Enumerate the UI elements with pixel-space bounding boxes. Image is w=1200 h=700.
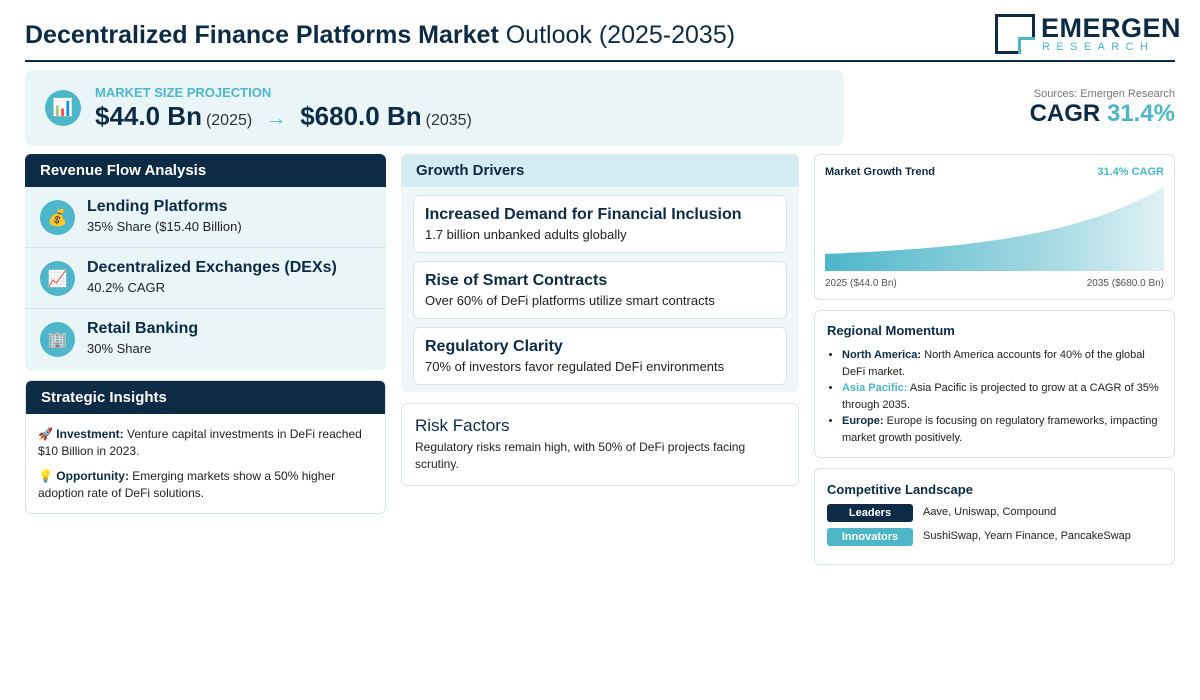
page-title-light: Outlook (2025-2035) <box>505 21 736 49</box>
revenue-item-detail: 40.2% CAGR <box>87 280 166 295</box>
revenue-item-name: Lending Platforms <box>87 198 228 215</box>
competitive-landscape-title: Competitive Landscape <box>827 482 973 497</box>
region-name: Europe: <box>842 415 884 427</box>
market-size-projection: 📊 MARKET SIZE PROJECTION $44.0 Bn (2025) →… <box>25 70 844 146</box>
cagr-headline: CAGR 31.4% <box>1030 100 1175 128</box>
market-growth-trend-panel: Market Growth Trend 31.4% CAGR 2025 ($44… <box>814 154 1175 300</box>
growth-area-chart <box>825 187 1164 271</box>
strategic-insights-title: Strategic Insights <box>26 381 385 414</box>
page-title: Decentralized Finance Platforms Market O… <box>25 21 735 50</box>
driver-card: Regulatory Clarity 70% of investors favo… <box>413 327 787 385</box>
region-name: Asia Pacific: <box>842 382 908 394</box>
projection-start-year: (2025) <box>205 112 253 129</box>
risk-factors-panel: Risk Factors Regulatory risks remain hig… <box>401 403 799 486</box>
office-building-icon: 🏢 <box>40 322 75 357</box>
insight-text: Emerging markets show a 50% higher adopt… <box>38 469 336 500</box>
revenue-item: 💰 Lending Platforms 35% Share ($15.40 Bi… <box>25 187 386 248</box>
leaders-tag: Leaders <box>827 504 913 522</box>
revenue-item-detail: 35% Share ($15.40 Billion) <box>87 219 242 234</box>
arrow-right-icon: → <box>266 108 287 130</box>
regional-item: North America: North America accounts fo… <box>842 347 1162 380</box>
competitor-names: Aave, Uniswap, Compound <box>923 506 1057 518</box>
driver-detail: 1.7 billion unbanked adults globally <box>425 227 627 242</box>
risk-factors-title: Risk Factors <box>415 416 510 435</box>
regional-item: Asia Pacific: Asia Pacific is projected … <box>842 380 1162 413</box>
chart-cagr-label: 31.4% CAGR <box>1097 166 1164 178</box>
revenue-flow-title: Revenue Flow Analysis <box>25 154 386 187</box>
insight-item: 💡 Opportunity: Emerging markets show a 5… <box>26 468 385 502</box>
page-title-bold: Decentralized Finance Platforms Market <box>25 21 499 49</box>
growth-drivers-panel: Growth Drivers Increased Demand for Fina… <box>401 154 799 392</box>
revenue-item-name: Decentralized Exchanges (DEXs) <box>87 259 337 276</box>
chart-x-start-label: 2025 ($44.0 Bn) <box>825 278 897 289</box>
bar-chart-icon: 📊 <box>45 90 81 126</box>
driver-detail: 70% of investors favor regulated DeFi en… <box>425 359 725 374</box>
driver-title: Rise of Smart Contracts <box>425 272 608 289</box>
competitive-landscape-panel: Competitive Landscape Leaders Aave, Unis… <box>814 468 1175 565</box>
revenue-item: 📈 Decentralized Exchanges (DEXs) 40.2% C… <box>25 248 386 309</box>
strategic-insights-panel: Strategic Insights 🚀 Investment: Venture… <box>25 380 386 514</box>
rocket-icon: 🚀 <box>38 427 53 441</box>
cagr-value: 31.4% <box>1106 100 1175 127</box>
revenue-item: 🏢 Retail Banking 30% Share <box>25 309 386 370</box>
chart-up-icon: 📈 <box>40 261 75 296</box>
projection-end-value: $680.0 Bn <box>300 101 422 131</box>
growth-area-series <box>825 187 1164 271</box>
driver-title: Increased Demand for Financial Inclusion <box>425 206 742 223</box>
innovators-tag: Innovators <box>827 528 913 546</box>
regional-list: North America: North America accounts fo… <box>842 347 1162 446</box>
competitor-names: SushiSwap, Yearn Finance, PancakeSwap <box>923 530 1131 542</box>
growth-drivers-title: Growth Drivers <box>401 154 799 187</box>
logo-subtitle: RESEARCH <box>1042 41 1155 53</box>
logo-name: EMERGEN <box>1041 13 1182 43</box>
insight-text: Venture capital investments in DeFi reac… <box>38 427 362 458</box>
insight-label: Opportunity: <box>56 469 129 483</box>
driver-card: Increased Demand for Financial Inclusion… <box>413 195 787 253</box>
revenue-item-name: Retail Banking <box>87 320 199 337</box>
lightbulb-icon: 💡 <box>38 469 53 483</box>
page-header: Decentralized Finance Platforms Market O… <box>25 12 1181 62</box>
driver-detail: Over 60% of DeFi platforms utilize smart… <box>425 293 715 308</box>
sources-note: Sources: Emergen Research <box>1033 88 1175 100</box>
cagr-label: CAGR <box>1029 100 1101 127</box>
driver-title: Regulatory Clarity <box>425 338 563 355</box>
regional-momentum-panel: Regional Momentum North America: North A… <box>814 310 1175 458</box>
projection-start-value: $44.0 Bn <box>95 101 202 131</box>
risk-factors-text: Regulatory risks remain high, with 50% o… <box>415 440 746 471</box>
money-bag-icon: 💰 <box>40 200 75 235</box>
region-text: Europe is focusing on regulatory framewo… <box>842 415 1158 444</box>
driver-card: Rise of Smart Contracts Over 60% of DeFi… <box>413 261 787 319</box>
projection-values: $44.0 Bn (2025) → $680.0 Bn (2035) <box>95 101 472 132</box>
regional-momentum-title: Regional Momentum <box>827 323 955 338</box>
region-text: Asia Pacific is projected to grow at a C… <box>842 382 1159 411</box>
insight-item: 🚀 Investment: Venture capital investment… <box>26 426 385 460</box>
projection-end-year: (2035) <box>425 112 472 129</box>
chart-title: Market Growth Trend <box>825 166 936 178</box>
chart-x-end-label: 2035 ($680.0 Bn) <box>1086 278 1164 289</box>
insight-label: Investment: <box>56 427 124 441</box>
region-text: North America accounts for 40% of the gl… <box>842 349 1145 378</box>
regional-item: Europe: Europe is focusing on regulatory… <box>842 413 1162 446</box>
logo-mark-icon <box>995 14 1035 54</box>
projection-label: MARKET SIZE PROJECTION <box>95 85 272 100</box>
emergen-logo: EMERGEN RESEARCH <box>995 14 1181 56</box>
region-name: North America: <box>842 349 922 361</box>
revenue-flow-panel: Revenue Flow Analysis 💰 Lending Platform… <box>25 154 386 370</box>
revenue-item-detail: 30% Share <box>87 341 152 356</box>
